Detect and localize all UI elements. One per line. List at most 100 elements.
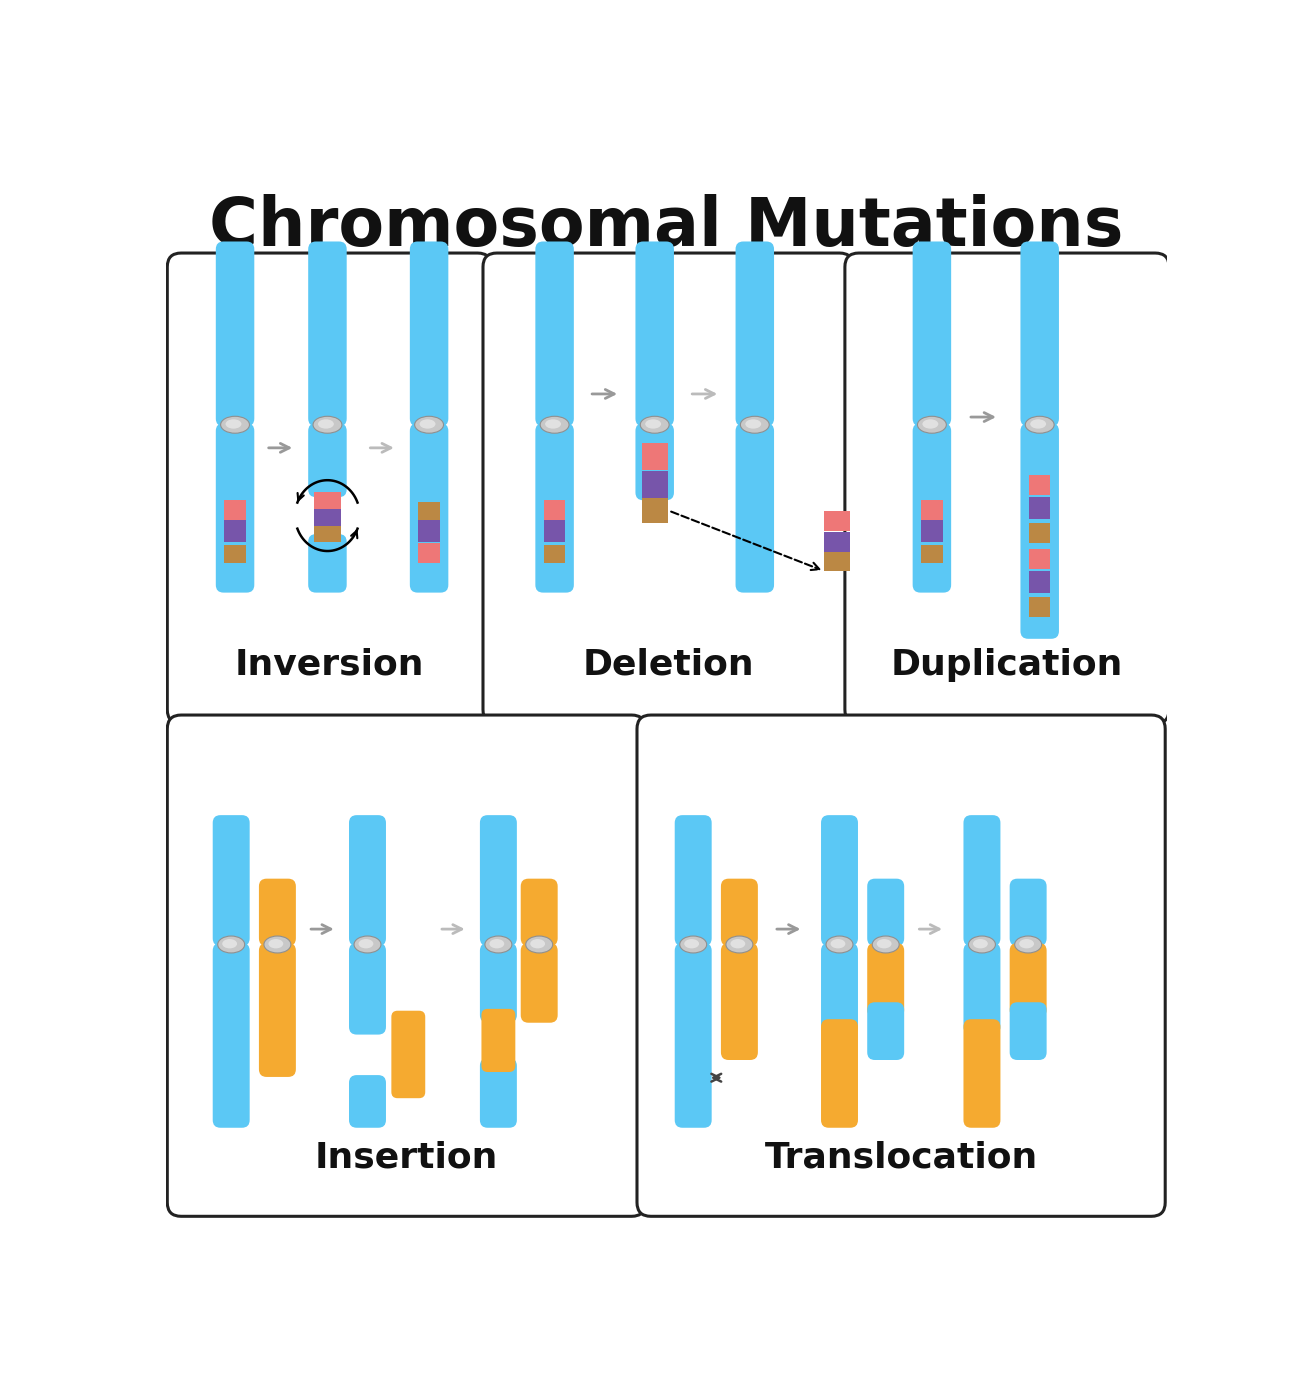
FancyBboxPatch shape — [536, 242, 573, 427]
Text: Chromosomal Mutations: Chromosomal Mutations — [209, 193, 1123, 260]
Ellipse shape — [745, 420, 762, 428]
Bar — [315, 525, 341, 542]
Text: Duplication: Duplication — [891, 648, 1123, 682]
FancyBboxPatch shape — [675, 942, 711, 1127]
Ellipse shape — [525, 935, 552, 954]
Bar — [1028, 571, 1050, 594]
FancyBboxPatch shape — [259, 878, 296, 947]
Bar — [225, 545, 246, 563]
FancyBboxPatch shape — [308, 534, 347, 592]
Bar — [922, 520, 942, 542]
Bar — [824, 552, 850, 571]
Ellipse shape — [918, 416, 946, 434]
Bar — [315, 509, 341, 525]
Ellipse shape — [831, 940, 845, 948]
FancyBboxPatch shape — [308, 242, 347, 427]
FancyBboxPatch shape — [636, 423, 673, 500]
Ellipse shape — [725, 935, 753, 954]
Ellipse shape — [217, 935, 244, 954]
Ellipse shape — [268, 940, 283, 948]
Bar — [419, 520, 439, 542]
FancyBboxPatch shape — [722, 878, 758, 947]
FancyBboxPatch shape — [521, 878, 558, 947]
Ellipse shape — [1026, 416, 1054, 434]
FancyBboxPatch shape — [867, 878, 905, 947]
Ellipse shape — [923, 420, 939, 428]
FancyBboxPatch shape — [521, 942, 558, 1023]
Ellipse shape — [645, 420, 662, 428]
Bar — [419, 502, 439, 520]
FancyBboxPatch shape — [867, 1002, 905, 1061]
FancyBboxPatch shape — [867, 942, 905, 1017]
FancyBboxPatch shape — [481, 1009, 515, 1072]
FancyBboxPatch shape — [913, 242, 952, 427]
Bar — [419, 543, 439, 563]
FancyBboxPatch shape — [484, 253, 853, 724]
Bar — [543, 545, 566, 563]
FancyBboxPatch shape — [410, 242, 448, 427]
Text: Inversion: Inversion — [234, 648, 424, 682]
FancyBboxPatch shape — [1010, 942, 1046, 1017]
Ellipse shape — [226, 420, 242, 428]
FancyBboxPatch shape — [722, 942, 758, 1061]
Bar — [543, 520, 566, 542]
FancyBboxPatch shape — [1020, 242, 1060, 427]
Bar — [1028, 523, 1050, 543]
FancyBboxPatch shape — [308, 423, 347, 498]
Bar — [225, 500, 246, 520]
FancyBboxPatch shape — [736, 242, 774, 427]
FancyBboxPatch shape — [348, 815, 386, 947]
Bar — [922, 500, 942, 520]
Bar — [642, 471, 668, 498]
FancyBboxPatch shape — [963, 942, 1001, 1034]
FancyBboxPatch shape — [480, 942, 517, 1023]
FancyBboxPatch shape — [636, 242, 673, 427]
Ellipse shape — [222, 940, 237, 948]
FancyBboxPatch shape — [963, 815, 1001, 947]
FancyBboxPatch shape — [1020, 423, 1060, 639]
Ellipse shape — [972, 940, 988, 948]
Ellipse shape — [541, 416, 569, 434]
FancyBboxPatch shape — [348, 1074, 386, 1127]
FancyBboxPatch shape — [1010, 1002, 1046, 1061]
Ellipse shape — [1015, 935, 1041, 954]
FancyBboxPatch shape — [348, 942, 386, 1034]
Ellipse shape — [641, 416, 670, 434]
Ellipse shape — [872, 935, 900, 954]
Bar — [642, 443, 668, 470]
FancyBboxPatch shape — [536, 423, 573, 592]
Ellipse shape — [264, 935, 291, 954]
FancyBboxPatch shape — [480, 815, 517, 947]
Ellipse shape — [684, 940, 699, 948]
Bar — [824, 510, 850, 531]
Bar — [824, 531, 850, 552]
FancyBboxPatch shape — [391, 1011, 425, 1098]
FancyBboxPatch shape — [480, 1058, 517, 1127]
FancyBboxPatch shape — [216, 423, 255, 592]
Ellipse shape — [530, 940, 545, 948]
Bar — [315, 492, 341, 509]
FancyBboxPatch shape — [675, 815, 711, 947]
FancyBboxPatch shape — [963, 1019, 1001, 1127]
Ellipse shape — [313, 416, 342, 434]
FancyBboxPatch shape — [168, 714, 646, 1216]
FancyBboxPatch shape — [637, 714, 1165, 1216]
Bar — [1028, 549, 1050, 569]
Ellipse shape — [221, 416, 250, 434]
Ellipse shape — [1019, 940, 1034, 948]
Ellipse shape — [741, 416, 770, 434]
Ellipse shape — [1030, 420, 1047, 428]
Bar — [1028, 598, 1050, 617]
FancyBboxPatch shape — [822, 815, 858, 947]
Ellipse shape — [731, 940, 745, 948]
Ellipse shape — [318, 420, 334, 428]
Text: Translocation: Translocation — [764, 1141, 1037, 1175]
Ellipse shape — [968, 935, 996, 954]
Text: Insertion: Insertion — [315, 1141, 498, 1175]
FancyBboxPatch shape — [736, 423, 774, 592]
FancyBboxPatch shape — [822, 942, 858, 1034]
Ellipse shape — [359, 940, 373, 948]
Ellipse shape — [415, 416, 443, 434]
Text: Deletion: Deletion — [582, 648, 754, 682]
FancyBboxPatch shape — [845, 253, 1169, 724]
